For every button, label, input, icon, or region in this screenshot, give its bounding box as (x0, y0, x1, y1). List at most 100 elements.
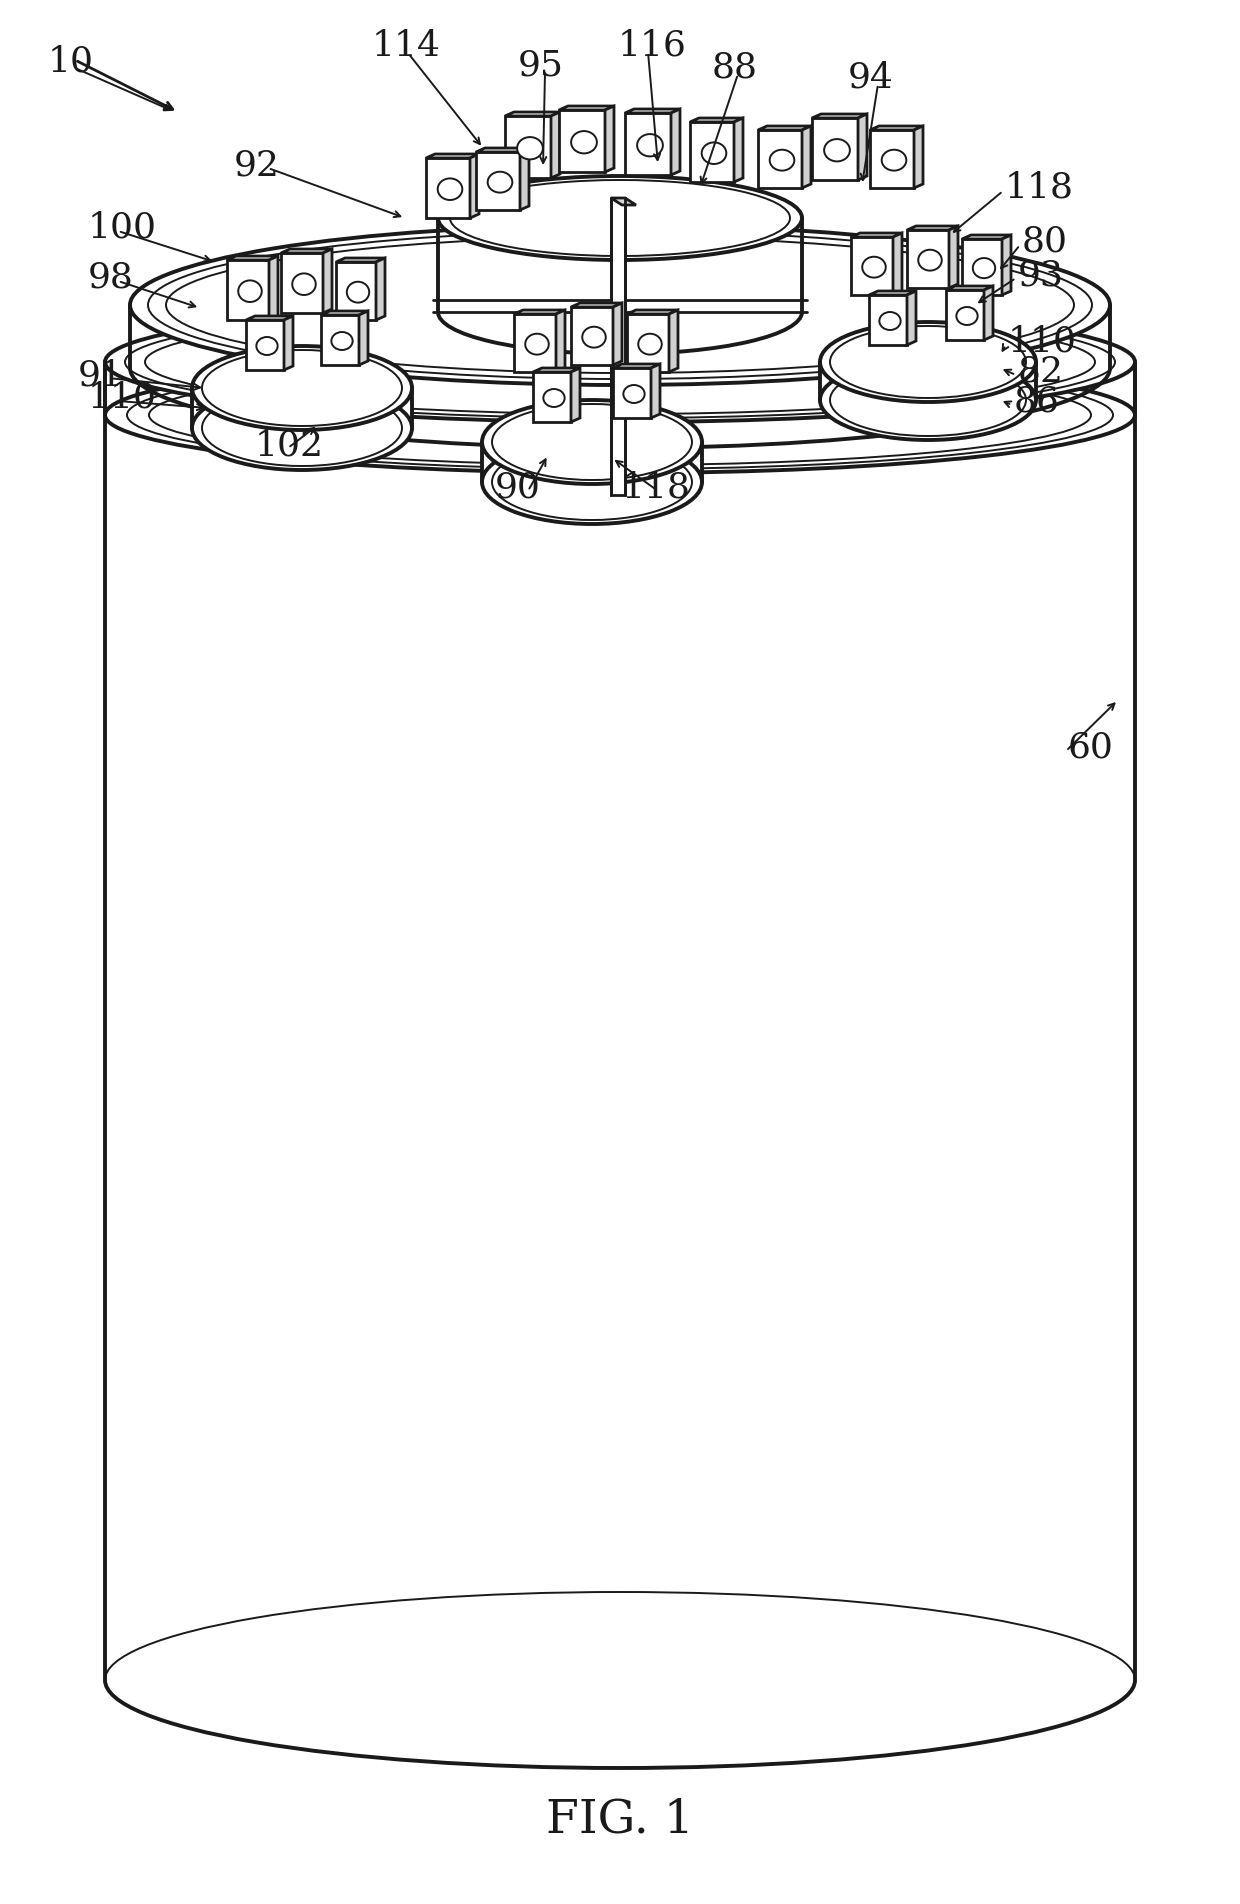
Polygon shape (551, 112, 560, 177)
Ellipse shape (583, 327, 606, 348)
Polygon shape (321, 310, 368, 314)
Polygon shape (476, 149, 529, 152)
Polygon shape (570, 307, 613, 366)
Text: 110: 110 (88, 381, 157, 415)
Ellipse shape (639, 333, 662, 354)
Polygon shape (515, 310, 565, 314)
Ellipse shape (862, 257, 885, 278)
Polygon shape (556, 310, 565, 371)
Text: 80: 80 (1022, 225, 1068, 259)
Polygon shape (1002, 234, 1011, 295)
Polygon shape (559, 107, 614, 110)
Polygon shape (246, 316, 293, 320)
Ellipse shape (331, 331, 352, 350)
Polygon shape (627, 314, 670, 371)
Polygon shape (906, 291, 916, 345)
Polygon shape (625, 112, 671, 175)
Polygon shape (613, 367, 651, 419)
Text: 118: 118 (622, 470, 691, 505)
Polygon shape (427, 158, 470, 217)
Text: 91: 91 (78, 358, 124, 392)
Polygon shape (734, 118, 743, 183)
Polygon shape (870, 129, 914, 188)
Text: 110: 110 (1008, 326, 1078, 360)
Polygon shape (533, 371, 570, 423)
Text: 100: 100 (88, 211, 157, 246)
Polygon shape (505, 116, 551, 177)
Polygon shape (376, 259, 384, 320)
Polygon shape (670, 310, 678, 371)
Polygon shape (505, 112, 560, 116)
Ellipse shape (820, 322, 1035, 402)
Polygon shape (520, 149, 529, 209)
Ellipse shape (257, 337, 278, 354)
Ellipse shape (624, 385, 645, 404)
Polygon shape (985, 286, 993, 341)
Ellipse shape (438, 175, 802, 261)
Polygon shape (281, 253, 322, 312)
Polygon shape (870, 126, 923, 129)
Polygon shape (515, 314, 556, 371)
Text: 90: 90 (495, 470, 541, 505)
Text: 102: 102 (255, 428, 324, 463)
Polygon shape (689, 118, 743, 122)
Text: 86: 86 (1014, 385, 1060, 419)
Polygon shape (851, 232, 901, 236)
Polygon shape (651, 364, 660, 419)
Polygon shape (671, 109, 680, 175)
Text: 94: 94 (848, 61, 894, 95)
Polygon shape (611, 198, 636, 206)
Polygon shape (269, 255, 278, 320)
Text: 95: 95 (518, 50, 564, 84)
Polygon shape (611, 198, 625, 495)
Polygon shape (559, 110, 605, 171)
Ellipse shape (973, 259, 996, 278)
Polygon shape (613, 303, 622, 366)
Ellipse shape (919, 249, 941, 270)
Ellipse shape (882, 150, 906, 171)
Text: 98: 98 (88, 261, 134, 295)
Polygon shape (758, 129, 802, 188)
Ellipse shape (825, 139, 849, 162)
Ellipse shape (192, 347, 412, 430)
Polygon shape (476, 152, 520, 209)
Ellipse shape (526, 333, 549, 354)
Polygon shape (570, 367, 580, 423)
Ellipse shape (438, 179, 463, 200)
Ellipse shape (543, 388, 564, 407)
Ellipse shape (238, 280, 262, 303)
Ellipse shape (192, 387, 412, 470)
Ellipse shape (637, 133, 663, 156)
Polygon shape (869, 291, 916, 295)
Polygon shape (946, 289, 985, 341)
Polygon shape (906, 227, 959, 230)
Polygon shape (625, 109, 680, 112)
Polygon shape (812, 118, 858, 181)
Polygon shape (533, 367, 580, 371)
Ellipse shape (956, 307, 977, 326)
Polygon shape (470, 154, 479, 217)
Polygon shape (321, 314, 360, 366)
Text: 88: 88 (712, 51, 758, 86)
Polygon shape (689, 122, 734, 183)
Ellipse shape (105, 303, 1135, 423)
Polygon shape (893, 232, 901, 295)
Polygon shape (869, 295, 906, 345)
Polygon shape (322, 249, 332, 312)
Polygon shape (627, 310, 678, 314)
Polygon shape (227, 255, 278, 261)
Text: 10: 10 (48, 46, 94, 78)
Ellipse shape (879, 312, 900, 329)
Text: FIG. 1: FIG. 1 (546, 1797, 694, 1843)
Ellipse shape (482, 440, 702, 524)
Text: 118: 118 (1004, 171, 1074, 206)
Text: 82: 82 (1018, 354, 1064, 388)
Ellipse shape (482, 400, 702, 484)
Polygon shape (962, 240, 1002, 295)
Text: 93: 93 (1018, 259, 1064, 291)
Text: 114: 114 (372, 29, 441, 63)
Polygon shape (906, 230, 949, 288)
Text: 92: 92 (234, 149, 280, 183)
Ellipse shape (770, 150, 795, 171)
Polygon shape (336, 263, 376, 320)
